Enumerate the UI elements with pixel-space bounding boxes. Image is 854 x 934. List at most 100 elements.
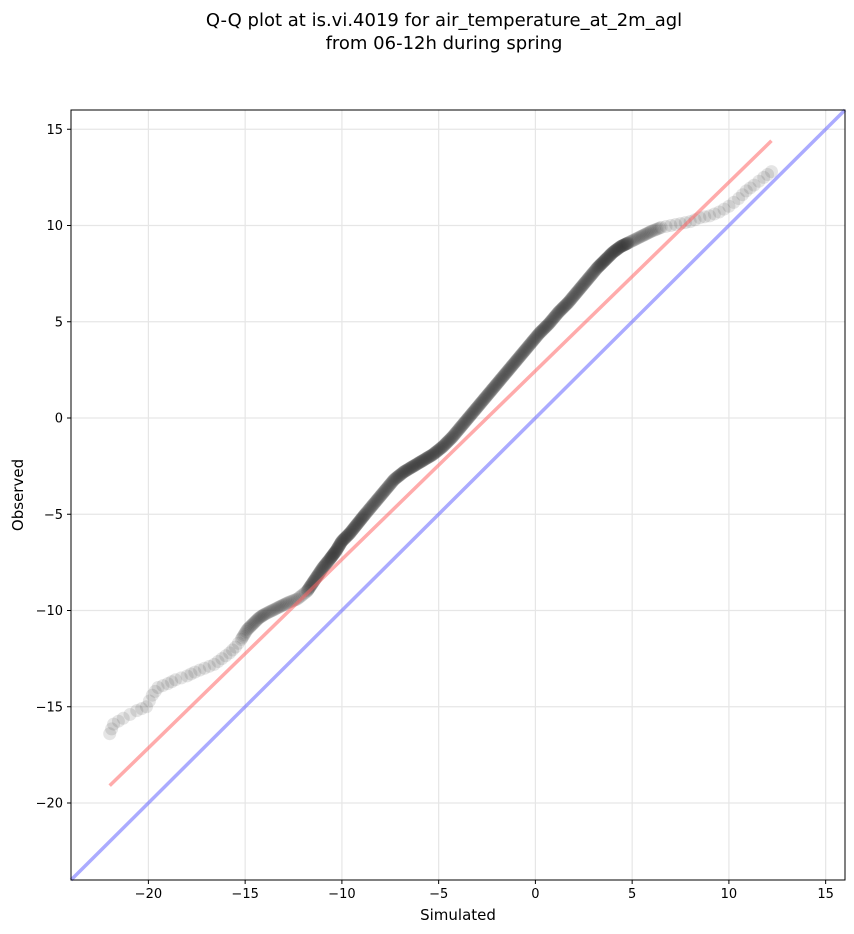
data-point (156, 679, 170, 693)
data-point (130, 704, 144, 718)
data-point (405, 460, 419, 474)
data-point (219, 649, 233, 663)
data-point (498, 367, 512, 381)
data-point (554, 303, 568, 317)
data-point (611, 241, 625, 255)
data-point (490, 376, 504, 390)
data-point (609, 243, 623, 257)
data-point (512, 351, 526, 365)
data-point (535, 324, 549, 338)
data-point (568, 288, 582, 302)
data-point (323, 552, 337, 566)
data-point (390, 470, 404, 484)
data-point (492, 374, 506, 388)
data-point (571, 284, 585, 298)
data-point (168, 673, 182, 687)
data-point (318, 559, 332, 573)
data-point (526, 334, 540, 348)
data-point (411, 456, 425, 470)
data-point (269, 602, 283, 616)
grid-lines (71, 110, 845, 880)
data-point (265, 604, 279, 617)
data-point (434, 441, 448, 455)
data-point (586, 266, 600, 280)
data-point (541, 318, 555, 332)
data-point (428, 446, 442, 460)
data-point (445, 430, 459, 444)
data-point (508, 355, 522, 369)
x-axis-title: Simulated (420, 906, 496, 924)
data-point (525, 335, 539, 349)
data-point (281, 596, 295, 610)
data-point (593, 258, 607, 272)
x-tick-label: 0 (531, 887, 539, 902)
data-point (412, 456, 426, 470)
identity-line (69, 108, 847, 882)
data-point (595, 256, 609, 270)
data-point (314, 563, 328, 577)
data-point (507, 356, 521, 370)
data-point (602, 250, 616, 264)
data-point (570, 285, 584, 299)
data-point (598, 254, 612, 268)
data-point (485, 383, 499, 397)
data-point (111, 714, 125, 728)
data-point (228, 640, 242, 654)
data-point (320, 556, 334, 570)
data-point (409, 458, 423, 472)
data-point (566, 290, 580, 304)
data-point (415, 454, 429, 468)
data-point (184, 667, 198, 681)
data-point (639, 227, 653, 241)
data-point (327, 546, 341, 560)
data-point (330, 542, 344, 556)
data-point (324, 551, 338, 565)
data-point (381, 480, 395, 494)
data-point (476, 393, 490, 407)
data-point (446, 429, 460, 443)
data-point (531, 328, 545, 342)
data-point (454, 419, 468, 433)
data-point (635, 229, 649, 243)
data-point (471, 399, 485, 413)
data-point (324, 550, 338, 564)
data-point (319, 557, 333, 571)
data-point (417, 453, 431, 467)
data-point (396, 466, 410, 480)
data-point (355, 512, 369, 526)
data-point (321, 554, 335, 568)
data-point (392, 468, 406, 482)
data-point (105, 722, 119, 736)
data-point (526, 333, 540, 347)
data-point (273, 600, 287, 614)
data-point (560, 297, 574, 311)
data-point (486, 381, 500, 395)
data-point (490, 377, 504, 391)
data-point (546, 312, 560, 326)
data-point (257, 608, 271, 622)
data-point (207, 657, 221, 671)
data-point (619, 237, 633, 251)
data-point (439, 437, 453, 451)
data-point (487, 380, 501, 394)
data-point (295, 588, 309, 602)
x-tick-label: −10 (328, 887, 355, 902)
data-point (497, 368, 511, 382)
data-point (316, 561, 330, 575)
data-point (543, 315, 557, 329)
data-point (364, 500, 378, 514)
data-point (379, 482, 393, 496)
data-point (315, 562, 329, 576)
data-point (363, 501, 377, 515)
data-point (649, 222, 663, 236)
data-point (540, 319, 554, 333)
data-point (304, 579, 318, 593)
data-point (617, 238, 631, 252)
data-point (253, 611, 267, 625)
data-point (263, 605, 277, 619)
data-point (406, 460, 420, 474)
data-point (551, 306, 565, 320)
data-point (586, 265, 600, 279)
data-point (357, 509, 371, 523)
data-point (594, 257, 608, 271)
